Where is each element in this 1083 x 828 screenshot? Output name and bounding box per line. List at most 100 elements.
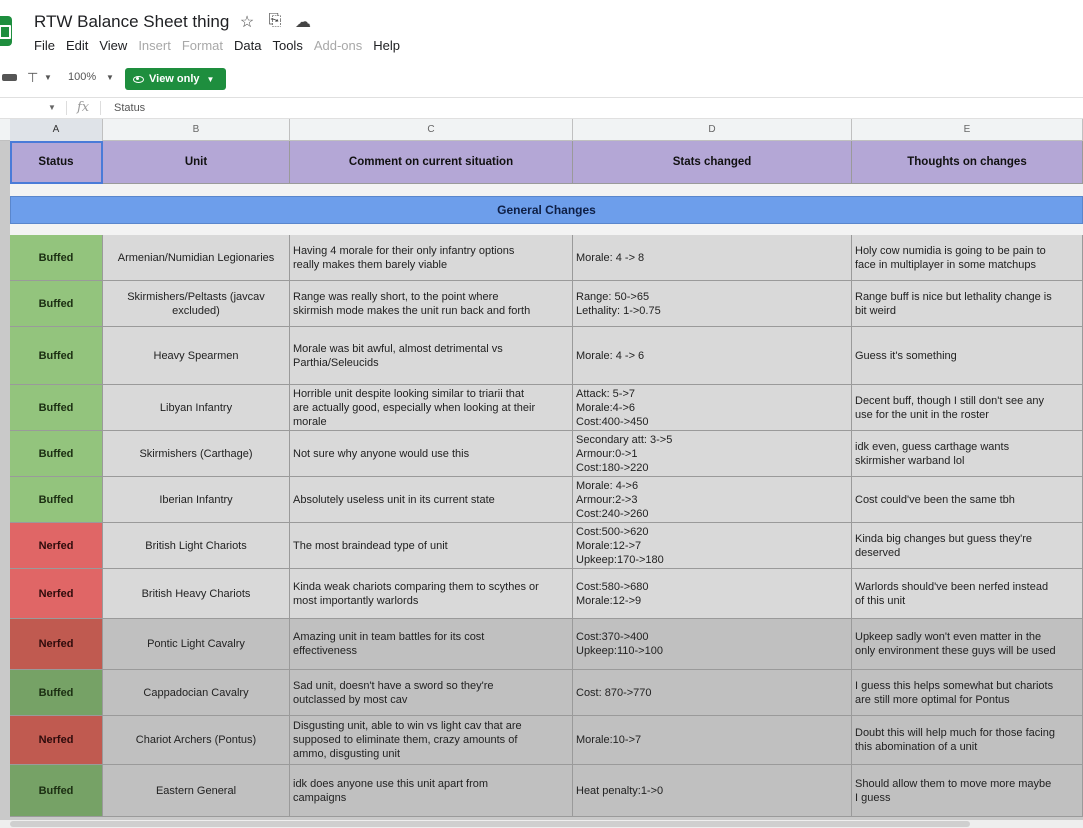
move-to-folder-icon[interactable]: ⎘ (268, 12, 282, 29)
formula-input[interactable]: Status (114, 102, 146, 114)
eye-icon (133, 75, 144, 83)
cell-comment[interactable]: Horrible unit despite looking similar to… (290, 385, 573, 431)
cell-stats[interactable]: Morale: 4 -> 8 (573, 235, 852, 281)
spreadsheet-grid[interactable]: A B C D E Status Unit Comment on current… (0, 119, 1083, 828)
cell-stats[interactable]: Morale: 4 -> 6 (573, 327, 852, 385)
cell-comment[interactable]: Having 4 morale for their only infantry … (290, 235, 573, 281)
cell-thoughts[interactable]: Decent buff, though I still don't see an… (852, 385, 1083, 431)
cell-unit[interactable]: Skirmishers/Peltasts (javcav excluded) (103, 281, 290, 327)
column-header-c[interactable]: C (290, 119, 573, 141)
cell-stats[interactable]: Cost:370->400 Upkeep:110->100 (573, 619, 852, 670)
cell-thoughts[interactable]: Should allow them to move more maybe I gu… (852, 765, 1083, 817)
cell-status[interactable]: Buffed (10, 281, 103, 327)
print-icon[interactable] (2, 71, 17, 86)
menu-edit[interactable]: Edit (65, 38, 89, 53)
cell-status-text: Buffed (38, 401, 74, 414)
cell-unit[interactable]: British Heavy Chariots (103, 569, 290, 619)
section-general-changes[interactable]: General Changes (10, 196, 1083, 224)
cell-status[interactable]: Buffed (10, 327, 103, 385)
cell-thoughts[interactable]: Kinda big changes but guess they're deser… (852, 523, 1083, 569)
cell-line: Should allow them to move more maybe (855, 777, 1052, 790)
cell-thoughts[interactable]: Cost could've been the same tbh (852, 477, 1083, 523)
cell-stats[interactable]: Secondary att: 3->5 Armour:0->1 Cost:180->… (573, 431, 852, 477)
column-header-e[interactable]: E (852, 119, 1083, 141)
document-title[interactable]: RTW Balance Sheet thing (34, 12, 230, 31)
cell-unit[interactable]: Cappadocian Cavalry (103, 670, 290, 716)
cell-comment[interactable]: The most braindead type of unit (290, 523, 573, 569)
column-header-a[interactable]: A (10, 119, 103, 141)
cell-status[interactable]: Buffed (10, 765, 103, 817)
menu-view[interactable]: View (99, 38, 128, 53)
name-box-dropdown-icon[interactable]: ▼ (48, 103, 56, 112)
cell-stats[interactable]: Range: 50->65 Lethality: 1->0.75 (573, 281, 852, 327)
star-icon[interactable]: ☆ (239, 14, 255, 31)
cell-line: Range was really short, to the point whe… (293, 290, 499, 303)
menu-file[interactable]: File (34, 38, 55, 53)
cell-stats[interactable]: Morale: 4->6 Armour:2->3 Cost:240->260 (573, 477, 852, 523)
cell-unit[interactable]: Iberian Infantry (103, 477, 290, 523)
cell-stats[interactable]: Morale:10->7 (573, 716, 852, 765)
column-header-b[interactable]: B (103, 119, 290, 141)
cell-status[interactable]: Buffed (10, 385, 103, 431)
cell-unit[interactable]: Libyan Infantry (103, 385, 290, 431)
cell-comment[interactable]: Kinda weak chariots comparing them to sc… (290, 569, 573, 619)
cell-thoughts[interactable]: Warlords should've been nerfed instead of… (852, 569, 1083, 619)
cell-comment[interactable]: Disgusting unit, able to win vs light ca… (290, 716, 573, 765)
cell-comment[interactable]: Absolutely useless unit in its current s… (290, 477, 573, 523)
cell-status[interactable]: Nerfed (10, 569, 103, 619)
cell-status[interactable]: Buffed (10, 670, 103, 716)
cell-stats[interactable]: Heat penalty:1->0 (573, 765, 852, 817)
horizontal-scrollbar[interactable] (0, 820, 1083, 828)
cell-thoughts[interactable]: idk even, guess carthage wants skirmisher… (852, 431, 1083, 477)
cell-comment[interactable]: Amazing unit in team battles for its cos… (290, 619, 573, 670)
cell-comment[interactable]: idk does anyone use this unit apart from… (290, 765, 573, 817)
cell-unit[interactable]: Eastern General (103, 765, 290, 817)
cell-unit-text: Iberian Infantry (159, 493, 233, 506)
cell-stats[interactable]: Cost:580->680 Morale:12->9 (573, 569, 852, 619)
cell-comment[interactable]: Not sure why anyone would use this (290, 431, 573, 477)
header-status[interactable]: Status (10, 141, 103, 184)
scrollbar-thumb[interactable] (10, 821, 970, 827)
cell-thoughts[interactable]: Range buff is nice but lethality change … (852, 281, 1083, 327)
cell-status[interactable]: Nerfed (10, 523, 103, 569)
cell-thoughts[interactable]: Doubt this will help much for those faci… (852, 716, 1083, 765)
cell-comment[interactable]: Range was really short, to the point whe… (290, 281, 573, 327)
cloud-status-icon[interactable]: ☁ (295, 14, 311, 31)
cell-thoughts[interactable]: I guess this helps somewhat but chariots… (852, 670, 1083, 716)
cell-status[interactable]: Nerfed (10, 716, 103, 765)
sheets-logo-icon[interactable] (0, 16, 12, 46)
cell-comment[interactable]: Sad unit, doesn't have a sword so they'r… (290, 670, 573, 716)
column-header-d[interactable]: D (573, 119, 852, 141)
menu-help[interactable]: Help (373, 38, 400, 53)
menu-data[interactable]: Data (234, 38, 262, 53)
cell-unit[interactable]: Chariot Archers (Pontus) (103, 716, 290, 765)
header-stats[interactable]: Stats changed (573, 141, 852, 184)
cell-stats[interactable]: Cost:500->620 Morale:12->7 Upkeep:170->180 (573, 523, 852, 569)
cell-thoughts[interactable]: Holy cow numidia is going to be pain to f… (852, 235, 1083, 281)
zoom-select[interactable]: 100% (68, 71, 97, 83)
header-unit[interactable]: Unit (103, 141, 290, 184)
view-only-button[interactable]: View only ▼ (125, 68, 226, 90)
cell-comment[interactable]: Morale was bit awful, almost detrimental… (290, 327, 573, 385)
cell-unit[interactable]: British Light Chariots (103, 523, 290, 569)
header-thoughts[interactable]: Thoughts on changes (852, 141, 1083, 184)
cell-stats[interactable]: Cost: 870->770 (573, 670, 852, 716)
cell-stats[interactable]: Attack: 5->7 Morale:4->6 Cost:400->450 (573, 385, 852, 431)
cell-status-text: Buffed (38, 447, 74, 460)
cell-line: Having 4 morale for their only infantry … (293, 244, 515, 257)
zoom-dropdown-icon[interactable]: ▼ (106, 73, 114, 82)
filter-dropdown-icon[interactable]: ▼ (44, 73, 52, 82)
cell-unit[interactable]: Heavy Spearmen (103, 327, 290, 385)
header-comment[interactable]: Comment on current situation (290, 141, 573, 184)
filter-icon[interactable]: ⊤ (27, 70, 39, 85)
cell-unit[interactable]: Pontic Light Cavalry (103, 619, 290, 670)
cell-status[interactable]: Buffed (10, 477, 103, 523)
cell-status[interactable]: Buffed (10, 235, 103, 281)
menu-tools[interactable]: Tools (272, 38, 303, 53)
cell-unit[interactable]: Armenian/Numidian Legionaries (103, 235, 290, 281)
cell-thoughts[interactable]: Upkeep sadly won't even matter in the onl… (852, 619, 1083, 670)
cell-thoughts[interactable]: Guess it's something (852, 327, 1083, 385)
cell-status[interactable]: Nerfed (10, 619, 103, 670)
cell-unit[interactable]: Skirmishers (Carthage) (103, 431, 290, 477)
cell-status[interactable]: Buffed (10, 431, 103, 477)
